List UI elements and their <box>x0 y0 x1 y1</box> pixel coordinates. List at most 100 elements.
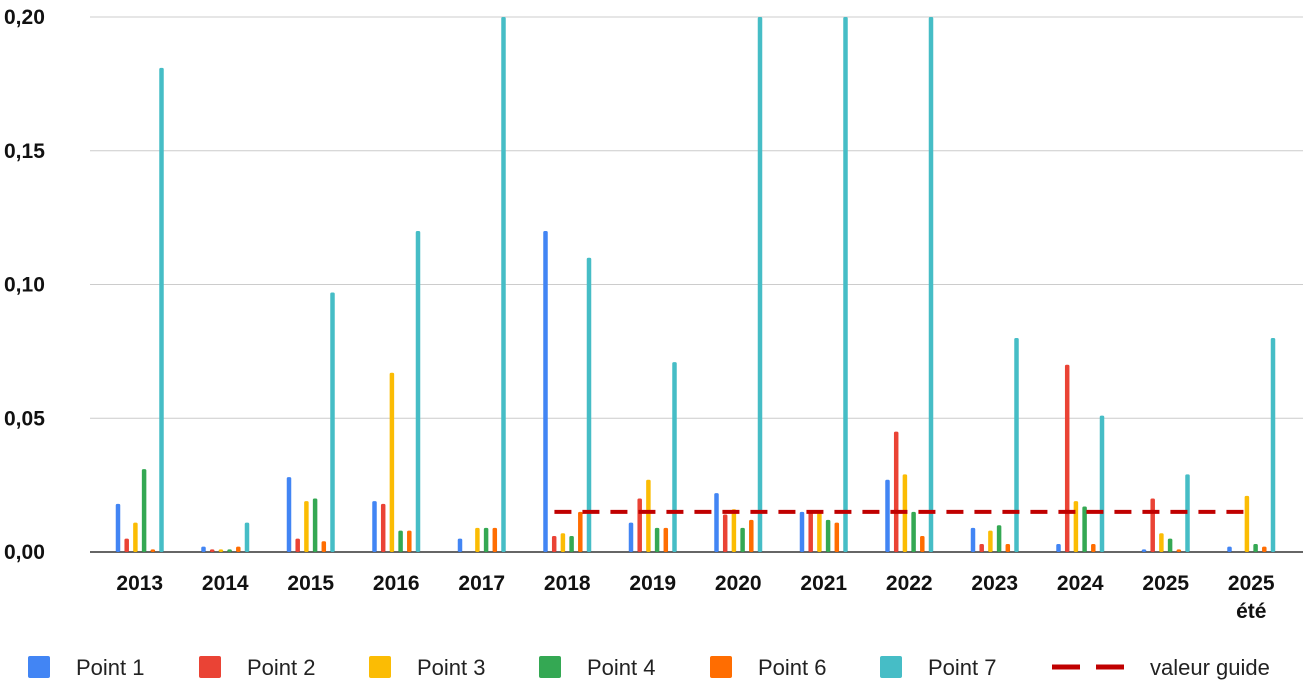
bar-point-6 <box>321 541 327 552</box>
bar-point-4 <box>1167 538 1173 552</box>
bar-point-7 <box>159 67 164 552</box>
legend-label: Point 6 <box>758 655 827 680</box>
bar-point-6 <box>407 530 412 552</box>
bar-point-2 <box>209 549 215 552</box>
x-tick-label: 2014 <box>202 572 249 595</box>
legend-swatch <box>369 656 391 678</box>
x-tick-label: 2019 <box>629 572 676 595</box>
x-tick-label: 2023 <box>971 572 1018 595</box>
bar-point-1 <box>799 511 805 552</box>
bar-point-4 <box>1253 543 1258 552</box>
bar-point-3 <box>1159 533 1164 552</box>
bar-point-6 <box>1091 543 1096 552</box>
bar-point-7 <box>928 17 934 552</box>
bar-point-6 <box>492 527 498 552</box>
bar-point-7 <box>244 522 250 552</box>
bar-point-4 <box>825 519 831 552</box>
chart-gridlines <box>90 16 1303 553</box>
x-tick-label: 2022 <box>886 572 933 595</box>
bar-point-3 <box>218 549 224 552</box>
legend-item: Point 6 <box>710 655 827 680</box>
x-tick-label: 2013 <box>116 572 163 595</box>
bar-point-7 <box>757 17 763 552</box>
bar-point-2 <box>551 535 557 552</box>
y-axis: 0,00 0,05 0,10 0,15 0,20 <box>4 6 45 564</box>
x-tick-label: 2024 <box>1057 572 1104 595</box>
bar-point-1 <box>115 503 121 552</box>
legend-swatch <box>710 656 732 678</box>
x-tick-label: 2018 <box>544 572 591 595</box>
legend-item: Point 1 <box>28 655 145 680</box>
bar-point-1 <box>628 522 634 552</box>
bar-point-1 <box>372 501 377 552</box>
bar-point-2 <box>722 514 728 552</box>
y-tick-label: 0,05 <box>4 407 45 430</box>
bar-point-4 <box>398 530 403 552</box>
bar-point-1 <box>457 538 463 552</box>
x-tick-label: 2020 <box>715 572 762 595</box>
bar-point-6 <box>834 522 840 552</box>
y-tick-label: 0,15 <box>4 140 45 163</box>
bar-point-4 <box>740 527 745 552</box>
bar-point-1 <box>1056 543 1061 552</box>
bar-point-1 <box>970 527 976 552</box>
bar-point-2 <box>124 538 129 552</box>
legend-swatch <box>539 656 561 678</box>
bar-point-2 <box>979 543 984 552</box>
bar-point-4 <box>911 511 916 552</box>
legend-item: Point 7 <box>880 655 997 680</box>
bar-point-7 <box>501 17 506 552</box>
bar-point-1 <box>1141 549 1147 552</box>
legend-swatch <box>199 656 221 678</box>
x-tick-label: été <box>1236 600 1266 623</box>
legend-label: Point 2 <box>247 655 316 680</box>
legend-label: Point 1 <box>76 655 145 680</box>
bar-point-6 <box>150 549 156 552</box>
bar-point-6 <box>578 511 583 552</box>
bar-point-6 <box>663 527 669 552</box>
chart-bars <box>115 17 1276 552</box>
bar-point-6 <box>1176 549 1182 552</box>
bar-point-2 <box>1064 364 1070 552</box>
bar-point-6 <box>1005 543 1011 552</box>
legend-label: valeur guide <box>1150 655 1270 680</box>
x-tick-label: 2021 <box>800 572 847 595</box>
bar-point-4 <box>569 535 574 552</box>
legend-swatch <box>28 656 50 678</box>
bar-point-3 <box>988 530 993 552</box>
legend-label: Point 7 <box>928 655 997 680</box>
bar-point-2 <box>295 538 300 552</box>
bar-point-2 <box>808 511 813 552</box>
bar-point-4 <box>483 527 489 552</box>
legend-item: valeur guide <box>1052 655 1270 680</box>
bar-point-3 <box>646 479 651 552</box>
bar-point-1 <box>543 231 548 552</box>
legend-item: Point 3 <box>369 655 486 680</box>
x-axis: 2013 2014 2015 2016 2017 2018 2019 2020 2021 2022… <box>116 572 1275 623</box>
y-tick-label: 0,00 <box>4 541 45 564</box>
legend-label: Point 3 <box>417 655 486 680</box>
bar-point-2 <box>893 431 899 552</box>
bar-point-7 <box>330 292 335 552</box>
bar-point-2 <box>380 503 386 552</box>
x-tick-label: 2025 <box>1142 572 1189 595</box>
bar-point-1 <box>885 479 890 552</box>
bar-point-7 <box>1270 338 1276 552</box>
bar-point-7 <box>586 257 592 552</box>
bar-point-4 <box>227 549 232 552</box>
bar-point-1 <box>286 477 292 552</box>
bar-point-3 <box>304 501 309 552</box>
bar-point-3 <box>133 522 138 552</box>
bar-point-6 <box>920 535 925 552</box>
bar-point-3 <box>389 372 395 552</box>
bar-point-1 <box>1227 546 1232 552</box>
bar-point-7 <box>1185 474 1190 552</box>
bar-point-3 <box>560 533 566 552</box>
bar-point-4 <box>996 525 1002 552</box>
bar-point-4 <box>1082 506 1087 552</box>
bar-point-2 <box>1150 498 1155 552</box>
bar-point-3 <box>817 511 822 552</box>
bar-point-4 <box>312 498 318 552</box>
bar-point-7 <box>1099 415 1105 552</box>
